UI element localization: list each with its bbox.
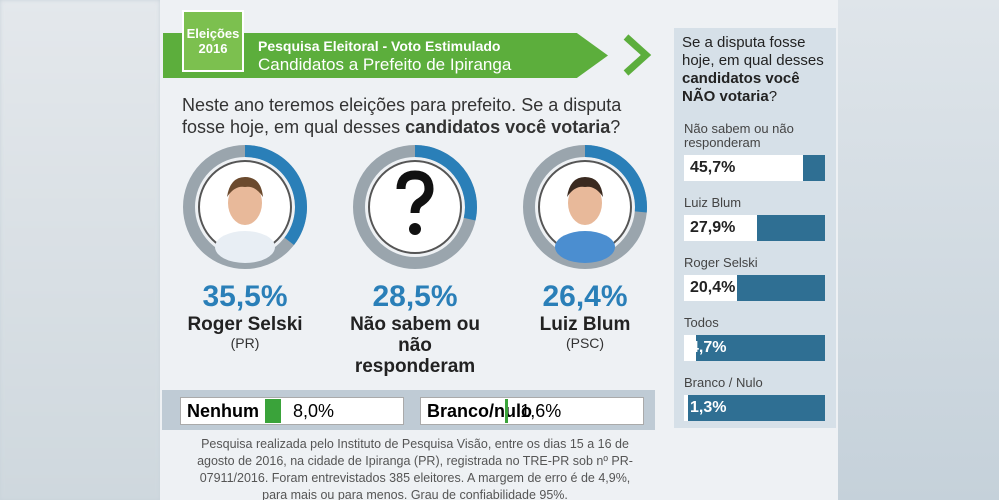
- other-value: 1,6%: [520, 400, 562, 421]
- ring-gauge: [353, 145, 477, 269]
- value-label: 35,5%: [202, 280, 288, 313]
- other-value: 8,0%: [293, 400, 335, 421]
- ring-arc: [244, 145, 307, 245]
- text: candidatos você NÃO votaria: [682, 70, 800, 105]
- rejection-value: 20,4%: [690, 279, 736, 296]
- rejection-value: 45,7%: [690, 159, 736, 176]
- text: Neste ano teremos eleições para prefeito…: [182, 95, 622, 137]
- rejection-track: [684, 275, 825, 301]
- other-box: Nenhum 8,0%: [180, 397, 404, 425]
- rejection-label: Todos: [684, 315, 719, 330]
- value-label: 28,5%: [372, 280, 458, 313]
- candidate: 35,5% Roger Selski (PR): [160, 280, 330, 351]
- ring-arc: [414, 145, 477, 221]
- background: [838, 0, 999, 500]
- photo-body: [215, 231, 275, 263]
- footer: Pesquisa realizada pelo Instituto de Pes…: [197, 437, 633, 500]
- rejection-bar: [684, 275, 738, 301]
- arrow: [623, 34, 652, 76]
- photo-hair: [227, 177, 263, 197]
- question-icon: [396, 170, 434, 214]
- rejection-value: 27,9%: [690, 219, 736, 236]
- rejection-track: [684, 155, 825, 181]
- photo-body: [555, 231, 615, 263]
- photo-face: [568, 181, 602, 225]
- candidate-name: Luiz Blum: [539, 314, 631, 335]
- text: ?: [768, 88, 778, 105]
- rejection-bar: [684, 335, 697, 361]
- ring-gauge: [183, 145, 307, 269]
- rejection-bar: [684, 215, 757, 241]
- rejection-label: Branco / Nulo: [684, 375, 763, 390]
- rejection-label: Não sabem ou não responderam: [684, 121, 794, 150]
- background: [0, 0, 160, 500]
- text: candidatos você votaria: [405, 117, 611, 137]
- party: (PSC): [565, 335, 605, 351]
- rejection-label: Luiz Blum: [684, 195, 742, 210]
- other-bar: [265, 399, 281, 423]
- rejection-track: [684, 335, 825, 361]
- header-title: Pesquisa Eleitoral - Voto Estimulado: [258, 38, 501, 54]
- header-subtitle: Candidatos a Prefeito de Ipiranga: [258, 55, 512, 74]
- question-icon: [409, 223, 421, 235]
- text: Se a disputa fosse hoje, em qual desses: [682, 34, 824, 69]
- photo-hair: [567, 177, 603, 197]
- candidate-name: Não sabem ou não responderam: [350, 314, 480, 377]
- other-box: Branco/nulo 1,6%: [420, 397, 644, 425]
- candidate: 28,5% Não sabem ou não responderam: [330, 280, 500, 377]
- rejection-value: 4,7%: [690, 339, 727, 356]
- question: Neste ano teremos eleições para prefeito…: [182, 94, 652, 138]
- candidate: 26,4% Luiz Blum (PSC): [500, 280, 670, 351]
- other-name: Nenhum: [187, 400, 259, 421]
- rejection-track: [684, 395, 825, 421]
- photo-face: [228, 181, 262, 225]
- other-name: Branco/nulo: [427, 400, 533, 421]
- rejection-value: 1,3%: [690, 399, 727, 416]
- ring-arc: [584, 145, 647, 213]
- other-bar: [505, 399, 509, 423]
- ring-gauge: [523, 145, 647, 269]
- rejection-bar: [684, 155, 803, 181]
- rejection-track: [684, 215, 825, 241]
- party: (PR): [230, 335, 260, 351]
- candidate-name: Roger Selski: [187, 314, 303, 335]
- rejection-label: Roger Selski: [684, 255, 758, 270]
- value-label: 26,4%: [542, 280, 628, 313]
- rejection-bar: [684, 395, 688, 421]
- badge: Eleições 2016: [182, 10, 244, 72]
- text: ?: [610, 117, 621, 137]
- rejection-question: Se a disputa fosse hoje, em qual desses …: [682, 34, 832, 106]
